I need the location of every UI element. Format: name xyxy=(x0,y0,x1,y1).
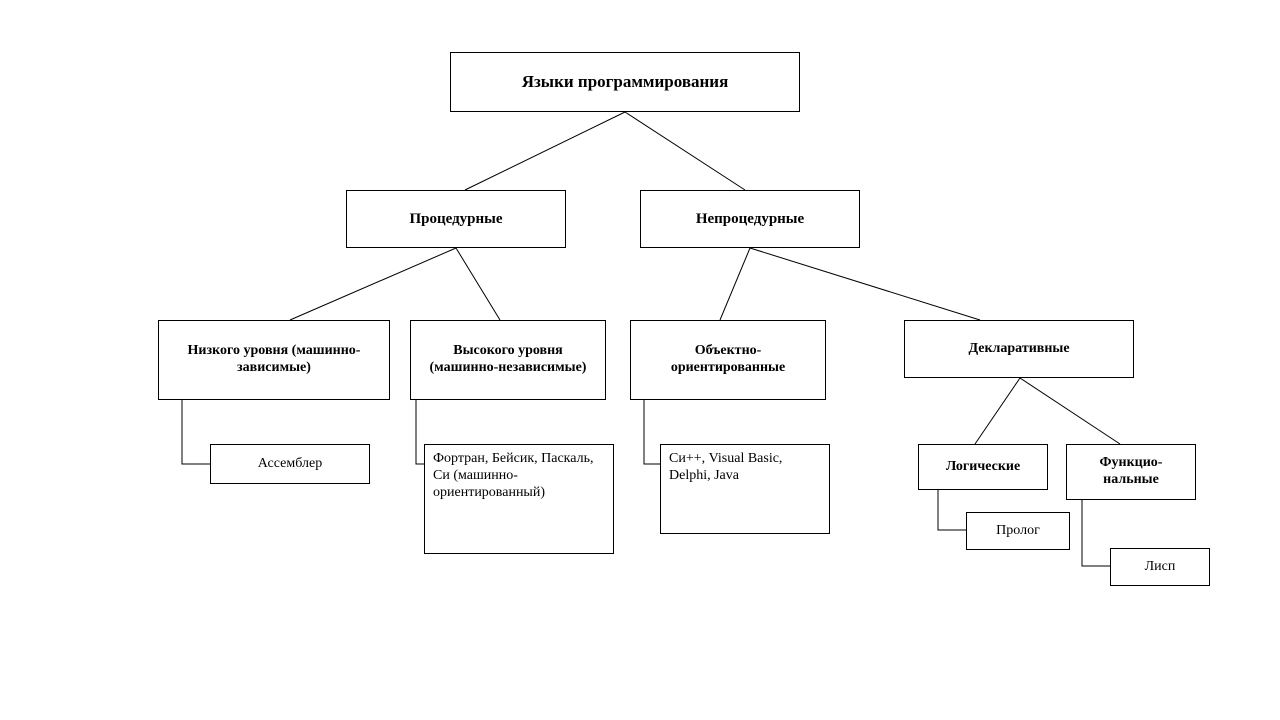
node-logic: Логические xyxy=(918,444,1048,490)
edge-high-highlist xyxy=(416,400,424,464)
edge-root-nonproc xyxy=(625,112,745,190)
edge-root-procedural xyxy=(465,112,625,190)
node-highlist: Фортран, Бейсик, Паскаль,Си (машинно-ори… xyxy=(424,444,614,554)
node-asm: Ассемблер xyxy=(210,444,370,484)
node-prolog: Пролог xyxy=(966,512,1070,550)
edge-oop-ooplist xyxy=(644,400,660,464)
node-label: Пролог xyxy=(996,523,1040,540)
node-label: Низкого уровня (машинно-зависимые) xyxy=(167,343,381,377)
node-procedural: Процедурные xyxy=(346,190,566,248)
edge-nonproc-decl xyxy=(750,248,980,320)
node-decl: Декларативные xyxy=(904,320,1134,378)
node-label: Языки программирования xyxy=(522,72,729,92)
node-func: Функцио-нальные xyxy=(1066,444,1196,500)
node-label: Фортран, Бейсик, Паскаль,Си (машинно-ори… xyxy=(433,451,605,501)
node-label: Декларативные xyxy=(968,341,1069,358)
node-label: Лисп xyxy=(1145,559,1176,576)
node-nonproc: Непроцедурные xyxy=(640,190,860,248)
edge-procedural-low xyxy=(290,248,456,320)
node-label: Си++, Visual Basic, Delphi, Java xyxy=(669,451,821,485)
edge-logic-prolog xyxy=(938,490,966,530)
node-low: Низкого уровня (машинно-зависимые) xyxy=(158,320,390,400)
edge-decl-logic xyxy=(975,378,1020,444)
node-label: Процедурные xyxy=(409,210,502,228)
node-root: Языки программирования xyxy=(450,52,800,112)
edge-nonproc-oop xyxy=(720,248,750,320)
node-label: Ассемблер xyxy=(258,456,322,473)
edge-procedural-high xyxy=(456,248,500,320)
node-label: Функцио-нальные xyxy=(1075,455,1187,489)
edge-decl-func xyxy=(1020,378,1120,444)
node-lisp: Лисп xyxy=(1110,548,1210,586)
edge-func-lisp xyxy=(1082,500,1110,566)
node-oop: Объектно-ориентированные xyxy=(630,320,826,400)
node-high: Высокого уровня (машинно-независимые) xyxy=(410,320,606,400)
node-label: Высокого уровня (машинно-независимые) xyxy=(419,343,597,377)
node-label: Логические xyxy=(946,459,1020,476)
node-ooplist: Си++, Visual Basic, Delphi, Java xyxy=(660,444,830,534)
node-label: Объектно-ориентированные xyxy=(639,343,817,377)
edge-low-asm xyxy=(182,400,210,464)
node-label: Непроцедурные xyxy=(696,210,804,228)
